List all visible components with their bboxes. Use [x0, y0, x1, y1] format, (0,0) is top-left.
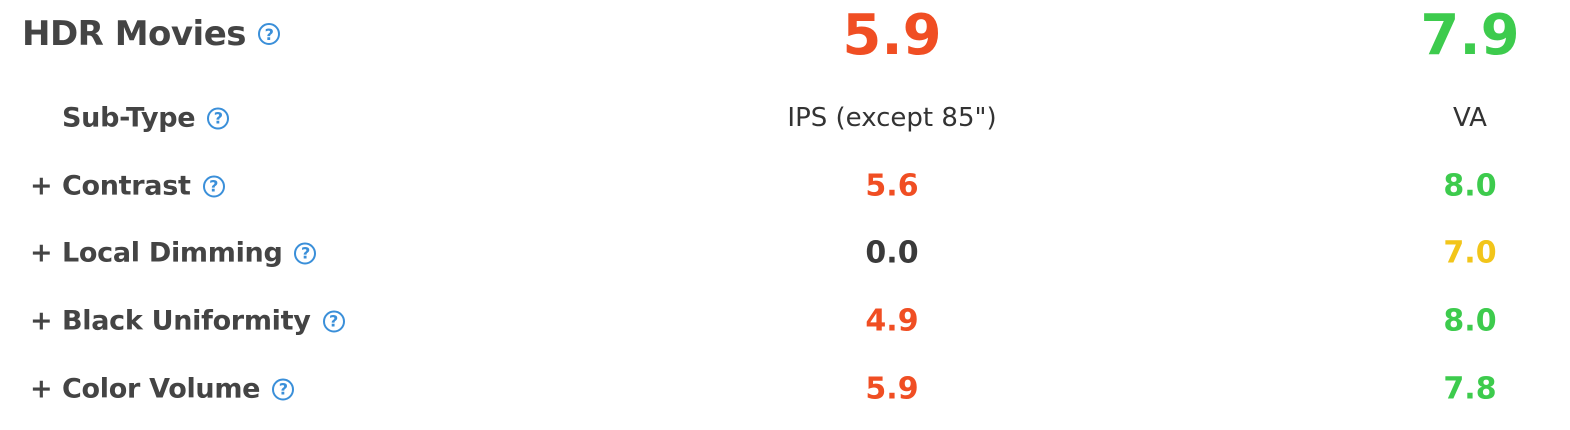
overall-score: 5.9 — [842, 3, 942, 68]
row-value: 0.0 — [865, 235, 919, 271]
row-value: 8.0 — [1443, 303, 1497, 339]
help-icon[interactable]: ? — [202, 175, 225, 197]
row-label[interactable]: + Black Uniformity? — [30, 306, 345, 337]
row-value: 5.9 — [865, 371, 919, 407]
section-title: HDR Movies ? — [22, 14, 281, 54]
row-value: 7.8 — [1443, 371, 1497, 407]
row-value: IPS (except 85") — [787, 103, 997, 133]
expand-toggle[interactable]: + — [30, 237, 53, 269]
help-icon[interactable]: ? — [207, 107, 230, 129]
row-label[interactable]: + Local Dimming? — [30, 237, 317, 269]
help-icon[interactable]: ? — [322, 310, 345, 332]
row-label[interactable]: + Color Volume? — [30, 373, 295, 405]
help-icon[interactable]: ? — [294, 242, 317, 264]
row-name: Color Volume — [62, 373, 261, 405]
row-value: VA — [1453, 103, 1487, 133]
row-label[interactable]: + Contrast? — [30, 171, 225, 202]
row-label: Sub-Type? — [30, 102, 230, 134]
expand-toggle[interactable]: + — [30, 305, 53, 337]
title-text: HDR Movies — [22, 14, 247, 54]
row-value: 8.0 — [1443, 168, 1497, 204]
row-name: Black Uniformity — [62, 305, 311, 337]
row-name: Sub-Type — [62, 102, 196, 134]
row-value: 7.0 — [1443, 235, 1497, 271]
row-value: 5.6 — [865, 168, 919, 204]
row-name: Contrast — [62, 170, 191, 202]
row-value: 4.9 — [865, 303, 919, 339]
expand-toggle[interactable]: + — [30, 373, 53, 405]
overall-score: 7.9 — [1420, 3, 1520, 68]
help-icon[interactable]: ? — [258, 23, 281, 45]
help-icon[interactable]: ? — [272, 378, 295, 400]
expand-toggle[interactable]: + — [30, 170, 53, 202]
row-name: Local Dimming — [62, 237, 283, 269]
